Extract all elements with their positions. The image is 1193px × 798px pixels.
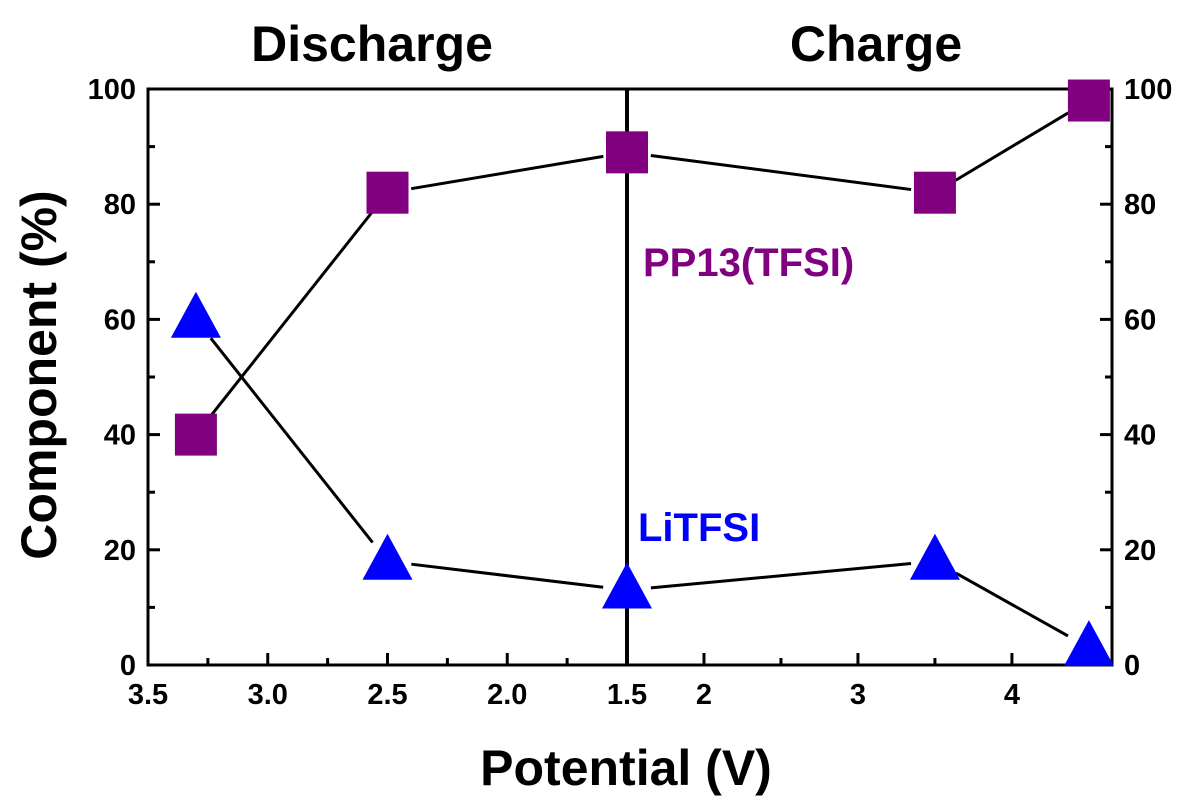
series-line-segment-0 bbox=[410, 154, 604, 191]
y-tick-label-left: 40 bbox=[104, 420, 136, 452]
litfsi-marker bbox=[170, 291, 221, 338]
series-label-pp13: PP13(TFSI) bbox=[643, 241, 854, 285]
y-axis-ticks: 0 0 20 20 40 40 60 60 80 80 100 100 bbox=[88, 74, 1173, 682]
series-line-segment-0 bbox=[954, 111, 1070, 182]
charge-heading: Charge bbox=[790, 16, 962, 72]
series-line-segment-1 bbox=[955, 571, 1069, 638]
y-tick-label-right: 60 bbox=[1124, 304, 1156, 336]
y-tick-label-left: 80 bbox=[104, 189, 136, 221]
series-line-segment-0 bbox=[209, 210, 374, 417]
litfsi-marker bbox=[1063, 620, 1114, 667]
x-tick-label: 2 bbox=[696, 679, 712, 711]
series-lines bbox=[209, 111, 1070, 638]
x-tick-label: 3.5 bbox=[128, 679, 168, 711]
x-tick-label: 2.0 bbox=[487, 679, 527, 711]
series-line-segment-1 bbox=[209, 337, 374, 544]
y-tick-label-right: 100 bbox=[1124, 74, 1172, 106]
litfsi-marker bbox=[602, 562, 652, 609]
litfsi-marker bbox=[909, 533, 960, 580]
pp13-marker bbox=[606, 131, 648, 174]
x-axis-title: Potential (V) bbox=[480, 740, 772, 796]
y-tick-label-right: 40 bbox=[1124, 420, 1156, 452]
y-tick-label-right: 80 bbox=[1124, 189, 1156, 221]
x-tick-label: 4 bbox=[1004, 679, 1020, 711]
series-markers bbox=[170, 79, 1114, 667]
y-tick-label-right: 0 bbox=[1124, 650, 1140, 682]
x-tick-label: 3.0 bbox=[248, 679, 288, 711]
series-line-segment-1 bbox=[650, 562, 912, 590]
pp13-marker bbox=[1067, 79, 1110, 122]
pp13-marker bbox=[913, 171, 956, 214]
x-tick-label: 3 bbox=[850, 679, 866, 711]
discharge-heading: Discharge bbox=[251, 16, 493, 72]
series-line-segment-0 bbox=[650, 153, 912, 192]
series-label-litfsi: LiTFSI bbox=[638, 506, 760, 550]
y-tick-label-left: 60 bbox=[104, 304, 136, 336]
y-tick-label-left: 100 bbox=[88, 74, 136, 106]
y-tick-label-right: 20 bbox=[1124, 535, 1156, 567]
y-axis-title: Component (%) bbox=[11, 190, 67, 559]
litfsi-marker bbox=[362, 533, 413, 580]
x-axis-ticks: 3.5 3.0 2.5 2.0 1.5 2 3 4 bbox=[128, 653, 1020, 711]
pp13-marker bbox=[174, 413, 217, 456]
x-tick-label: 2.5 bbox=[367, 679, 407, 711]
x-tick-label: 1.5 bbox=[607, 679, 647, 711]
series-line-segment-1 bbox=[411, 562, 604, 589]
pp13-marker bbox=[366, 171, 409, 214]
y-tick-label-left: 0 bbox=[120, 650, 136, 682]
y-tick-label-left: 20 bbox=[104, 535, 136, 567]
